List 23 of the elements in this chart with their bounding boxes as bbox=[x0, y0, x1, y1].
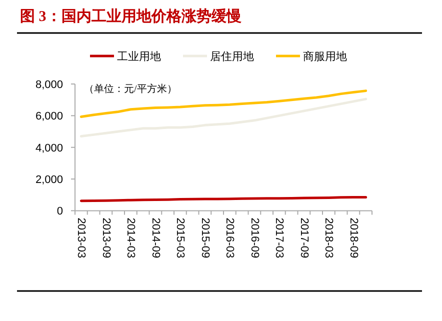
x-tick-label: 2016-09 bbox=[248, 218, 260, 258]
x-tick-label: 2014-09 bbox=[149, 218, 162, 258]
annotation: （单位：元/平方米） bbox=[84, 83, 177, 95]
x-tick-label: 2018-09 bbox=[347, 218, 360, 258]
legend-label: 工业用地 bbox=[117, 50, 161, 63]
line-series bbox=[80, 98, 368, 138]
x-tick-label: 2017-03 bbox=[273, 218, 286, 258]
x-tick-label: 2016-03 bbox=[224, 218, 236, 258]
legend-label: 商服用地 bbox=[303, 50, 347, 63]
y-tick-label: 2,000 bbox=[35, 174, 63, 186]
x-tick-label: 2015-09 bbox=[198, 218, 211, 258]
y-tick-label: 4,000 bbox=[35, 142, 63, 154]
chart-title: 图 3：国内工业用地价格涨势缓慢 bbox=[20, 8, 242, 25]
x-tick-label: 2013-03 bbox=[75, 218, 88, 258]
x-tick-label: 2014-03 bbox=[124, 218, 137, 258]
x-tick-label: 2018-03 bbox=[322, 218, 335, 258]
x-tick-label: 2017-09 bbox=[298, 218, 310, 258]
legend-label: 居住用地 bbox=[210, 50, 254, 63]
y-tick-label: 0 bbox=[56, 206, 63, 218]
x-tick-label: 2013-09 bbox=[100, 218, 112, 258]
y-tick-label: 6,000 bbox=[35, 110, 63, 123]
y-tick-label: 8,000 bbox=[35, 79, 63, 91]
x-tick-label: 2015-03 bbox=[174, 218, 186, 258]
